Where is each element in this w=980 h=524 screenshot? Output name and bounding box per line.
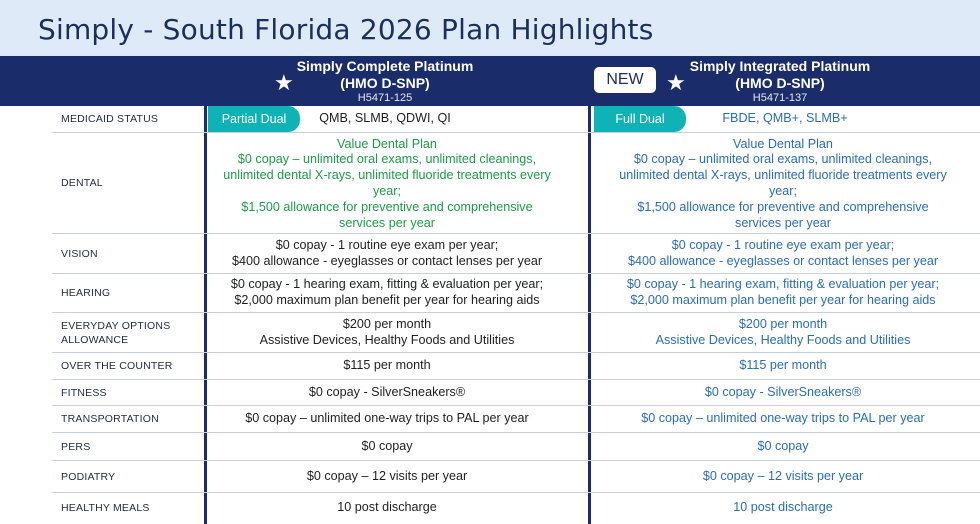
cell-plan1-healthy-meals: 10 post discharge [208,493,566,522]
cell-line: $1,500 allowance for preventive and comp… [637,199,929,214]
cell-line: FBDE, QMB+, SLMB+ [722,111,848,126]
cell-line: $0 copay - SilverSneakers® [308,384,466,399]
cell-plan1-dental: Value Dental Plan $0 copay – unlimited o… [208,136,566,232]
row-divider [52,233,980,234]
cell-plan2-transportation: $0 copay – unlimited one-way trips to PA… [594,406,972,432]
cell-plan1-medicaid: QMB, SLMB, QDWI, QI [300,106,470,132]
cell-plan2-podiatry: $0 copay – 12 visits per year [594,461,972,492]
plan-header-complete: Simply Complete Platinum (HMO D-SNP) H54… [270,58,500,105]
cell-plan2-vision: $0 copay - 1 routine eye exam per year; … [594,234,972,273]
cell-plan2-pers: $0 copay [594,433,972,460]
cell-line: QMB, SLMB, QDWI, QI [319,111,451,126]
cell-plan2-fitness: $0 copay - SilverSneakers® [594,380,972,405]
row-label-vision: VISION [61,247,98,260]
row-divider [52,405,980,406]
row-divider [52,352,980,353]
cell-line: $400 allowance - eyeglasses or contact l… [627,253,939,268]
cell-line: $400 allowance - eyeglasses or contact l… [231,253,543,268]
plans-header: ★ Simply Complete Platinum (HMO D-SNP) H… [0,56,980,106]
cell-line: Assistive Devices, Healthy Foods and Uti… [259,332,515,347]
cell-plan1-pers: $0 copay [208,433,566,460]
row-label-healthy-meals: HEALTHY MEALS [61,501,150,514]
cell-line: $0 copay – 12 visits per year [702,468,864,483]
cell-plan1-hearing: $0 copay - 1 hearing exam, fitting & eva… [208,274,566,312]
new-badge: NEW [594,67,656,93]
column-divider [204,106,207,524]
plan-name: Simply Complete Platinum [296,58,474,74]
plan-type: (HMO D-SNP) [340,74,430,91]
cell-line: services per year [339,215,435,230]
cell-line: $200 per month [738,316,828,331]
cell-plan1-transportation: $0 copay – unlimited one-way trips to PA… [208,406,566,432]
row-divider [52,379,980,380]
row-label-fitness: FITNESS [61,386,107,399]
cell-plan2-everyday: $200 per month Assistive Devices, Health… [594,313,972,352]
row-label-podiatry: PODIATRY [61,470,116,483]
star-icon: ★ [274,70,294,95]
row-divider [52,492,980,493]
cell-line: $0 copay - 1 routine eye exam per year; [671,237,895,252]
row-label-transportation: TRANSPORTATION [61,413,159,425]
cell-line: $1,500 allowance for preventive and comp… [241,199,533,214]
cell-line: $0 copay – unlimited oral exams, unlimit… [633,152,933,167]
row-label-medicaid-status: MEDICAID STATUS [61,113,159,125]
cell-line: $0 copay [361,438,413,453]
cell-line: services per year [735,215,831,230]
star-icon: ★ [666,70,686,95]
row-label-pers: PERS [61,440,91,453]
cell-plan1-podiatry: $0 copay – 12 visits per year [208,461,566,492]
cell-line: $200 per month [342,316,432,331]
title-bar: Simply - South Florida 2026 Plan Highlig… [0,0,980,56]
full-dual-tag: Full Dual [594,106,686,132]
partial-dual-tag: Partial Dual [208,106,300,132]
row-label-hearing: HEARING [61,287,111,299]
cell-line: $115 per month [343,358,431,373]
row-divider [52,273,980,274]
cell-line: $0 copay [757,438,809,453]
cell-plan1-everyday: $200 per month Assistive Devices, Health… [208,313,566,352]
cell-line: $2,000 maximum plan benefit per year for… [234,293,540,307]
column-divider [588,106,591,524]
row-divider [52,312,980,313]
row-label-otc: OVER THE COUNTER [61,360,173,372]
row-divider [52,460,980,461]
cell-plan2-dental: Value Dental Plan $0 copay – unlimited o… [594,136,972,232]
cell-line: $0 copay - SilverSneakers® [704,384,862,399]
cell-plan2-hearing: $0 copay - 1 hearing exam, fitting & eva… [594,274,972,312]
cell-line: Assistive Devices, Healthy Foods and Uti… [655,332,911,347]
cell-line: $0 copay – unlimited oral exams, unlimit… [237,152,537,167]
cell-line: $0 copay – unlimited one-way trips to PA… [641,411,925,426]
cell-line: 10 post discharge [733,499,833,514]
plan-header-integrated: Simply Integrated Platinum (HMO D-SNP) H… [660,58,900,105]
cell-line: 10 post discharge [337,499,437,514]
plan-code: H5471-125 [357,91,413,104]
cell-line: $0 copay - 1 hearing exam, fitting & eva… [230,277,544,292]
cell-plan1-otc: $115 per month [208,353,566,379]
cell-line: Value Dental Plan [733,136,833,151]
row-label-dental: DENTAL [61,177,103,189]
cell-line: $0 copay - 1 hearing exam, fitting & eva… [626,277,940,292]
row-divider [52,132,980,133]
cell-plan2-otc: $115 per month [594,353,972,379]
plan-name: Simply Integrated Platinum [689,58,871,74]
cell-plan1-vision: $0 copay - 1 routine eye exam per year; … [208,234,566,273]
row-divider [52,432,980,433]
cell-line: $2,000 maximum plan benefit per year for… [630,293,936,307]
cell-line: year; [769,184,797,198]
plan-code: H5471-137 [752,91,808,104]
row-label-everyday-options: EVERYDAY OPTIONS ALLOWANCE [61,319,171,346]
cell-line: Value Dental Plan [337,136,437,151]
cell-plan1-fitness: $0 copay - SilverSneakers® [208,380,566,405]
cell-line: unlimited dental X-rays, unlimited fluor… [619,168,947,183]
cell-plan2-healthy-meals: 10 post discharge [594,493,972,522]
cell-line: $0 copay - 1 routine eye exam per year; [275,237,499,252]
cell-line: $115 per month [739,358,827,373]
cell-line: $0 copay – unlimited one-way trips to PA… [245,411,529,426]
cell-plan2-medicaid: FBDE, QMB+, SLMB+ [700,106,870,132]
cell-line: unlimited dental X-rays, unlimited fluor… [223,168,551,183]
cell-line: $0 copay – 12 visits per year [306,468,468,483]
plan-type: (HMO D-SNP) [735,74,825,91]
page-title: Simply - South Florida 2026 Plan Highlig… [38,13,654,46]
cell-line: year; [373,184,401,198]
